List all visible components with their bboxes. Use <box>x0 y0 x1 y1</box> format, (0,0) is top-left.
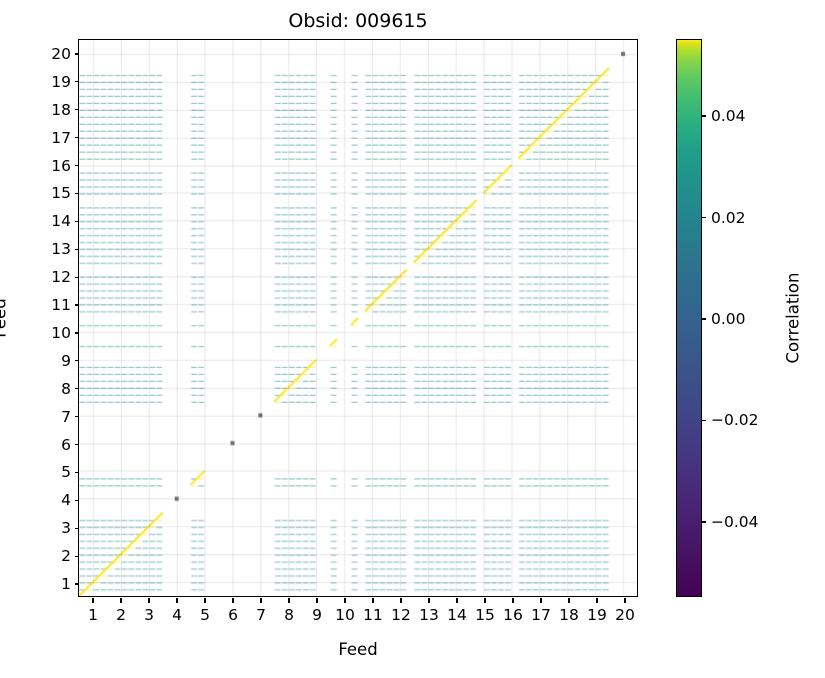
y-tick-label: 15 <box>51 184 71 203</box>
x-tick-label: 1 <box>88 606 98 624</box>
x-tick-label: 9 <box>312 606 322 624</box>
x-tick-label: 15 <box>475 606 495 624</box>
chart-title: Obsid: 009615 <box>288 10 428 32</box>
y-tick-label: 12 <box>51 268 71 287</box>
x-tick-label: 16 <box>503 606 523 624</box>
x-tick-label: 11 <box>363 606 383 624</box>
x-tick <box>288 598 290 603</box>
x-tick-label: 2 <box>116 606 126 624</box>
x-tick-label: 3 <box>144 606 154 624</box>
x-tick <box>372 598 374 603</box>
y-tick-label: 4 <box>61 491 71 510</box>
colorbar-tick-label: 0.04 <box>711 107 746 126</box>
y-tick <box>74 443 79 446</box>
y-tick <box>74 360 79 362</box>
y-tick-label: 19 <box>51 72 71 91</box>
y-tick-label: 7 <box>61 407 71 426</box>
x-tick-label: 7 <box>256 606 266 624</box>
y-tick <box>74 304 79 306</box>
colorbar-tick <box>701 521 706 523</box>
x-tick-label: 10 <box>335 606 355 624</box>
x-tick-label: 14 <box>447 606 467 624</box>
y-tick-label: 2 <box>61 547 71 566</box>
y-tick <box>74 164 79 167</box>
x-tick <box>204 598 206 603</box>
y-tick-label: 1 <box>61 575 71 594</box>
y-tick <box>74 332 79 334</box>
y-tick-label: 8 <box>61 379 71 398</box>
colorbar-tick-label: −0.02 <box>711 411 759 430</box>
x-tick-label: 8 <box>284 606 294 624</box>
y-tick <box>74 81 79 83</box>
x-tick <box>400 598 402 603</box>
y-tick-label: 9 <box>61 351 71 370</box>
colorbar-tick <box>701 115 706 117</box>
y-tick <box>74 527 79 529</box>
x-tick-label: 19 <box>587 606 607 624</box>
x-tick <box>232 598 234 603</box>
colorbar-tick <box>701 216 706 219</box>
y-tick <box>74 471 79 474</box>
y-tick-label: 3 <box>61 519 71 538</box>
colorbar: 0.04 0.02 0.00 −0.02 −0.04 <box>676 39 759 597</box>
y-tick-label: 17 <box>51 128 71 147</box>
x-tick <box>120 598 122 603</box>
y-tick-label: 14 <box>51 212 71 231</box>
y-axis-label: Feed <box>0 298 10 338</box>
x-tick-label: 12 <box>391 606 411 624</box>
x-tick-label: 4 <box>172 606 182 624</box>
x-tick <box>456 598 458 603</box>
heatmap-axes[interactable]: 1 2 3 4 5 6 7 8 9 10 11 12 13 14 15 16 17 18 19 20 1 2 3 4 5 6 7 8 9… <box>51 39 638 624</box>
y-tick <box>74 388 79 390</box>
colorbar-tick-label: 0.00 <box>711 310 746 328</box>
x-tick <box>260 598 262 603</box>
y-tick <box>74 137 79 139</box>
x-tick <box>92 598 94 603</box>
y-tick <box>74 109 79 111</box>
y-tick-label: 18 <box>51 100 71 119</box>
colorbar-tick-label: −0.04 <box>711 512 759 531</box>
x-tick <box>540 598 542 603</box>
colorbar-tick <box>701 318 706 320</box>
y-tick <box>74 276 79 278</box>
heatmap-image <box>79 40 637 596</box>
y-tick <box>74 248 79 250</box>
x-tick <box>344 598 346 603</box>
y-tick-label: 6 <box>61 435 71 454</box>
x-tick <box>484 598 486 603</box>
x-tick <box>148 598 150 603</box>
colorbar-tick <box>701 419 706 422</box>
y-tick-label: 13 <box>51 240 71 259</box>
x-axis-label: Feed <box>338 640 378 659</box>
x-tick-label: 17 <box>531 606 551 624</box>
x-tick <box>624 598 626 603</box>
colorbar-tick-label: 0.02 <box>711 208 746 227</box>
y-tick <box>74 416 79 418</box>
y-tick-label: 20 <box>51 44 71 63</box>
y-tick <box>74 220 79 222</box>
x-tick-label: 5 <box>200 606 210 624</box>
y-tick-label: 5 <box>61 463 71 482</box>
y-tick <box>74 192 79 195</box>
x-tick-label: 18 <box>559 606 579 624</box>
colorbar-label: Correlation <box>783 272 803 364</box>
y-tick-label: 10 <box>51 323 71 342</box>
y-tick <box>74 583 79 585</box>
y-tick-label: 16 <box>51 156 71 175</box>
x-tick-label: 6 <box>228 606 238 624</box>
y-tick <box>74 499 79 501</box>
x-tick-label: 20 <box>615 606 635 624</box>
y-tick <box>74 53 79 55</box>
x-tick <box>316 598 318 603</box>
x-tick <box>596 598 598 603</box>
y-tick-label: 11 <box>51 296 71 315</box>
x-tick <box>176 598 178 603</box>
x-tick <box>428 598 430 603</box>
x-tick <box>568 598 570 603</box>
x-tick <box>512 598 514 603</box>
y-tick <box>74 555 79 557</box>
x-tick-label: 13 <box>419 606 439 624</box>
